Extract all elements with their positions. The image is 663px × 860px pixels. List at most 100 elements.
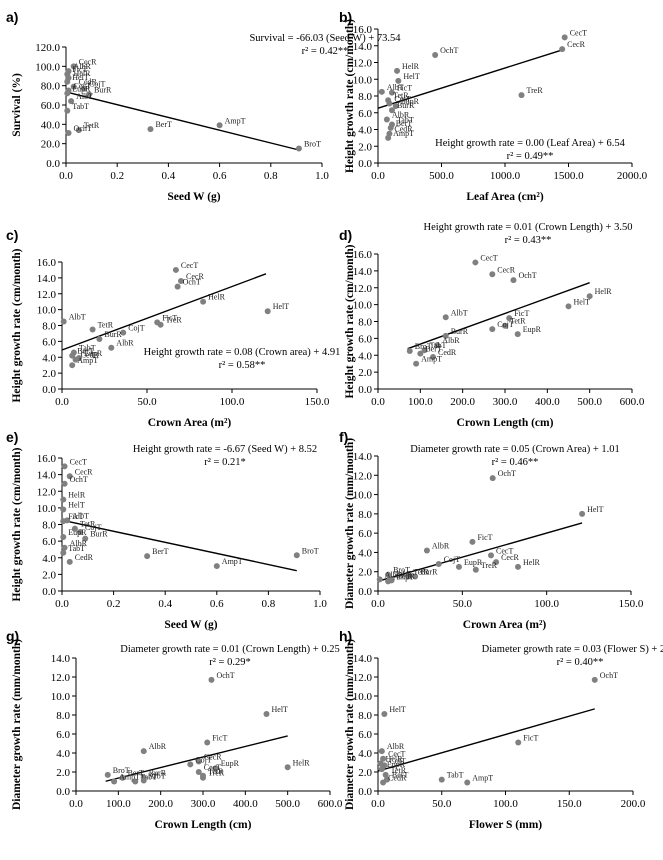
- data-point: [413, 360, 420, 367]
- r-squared-label: r² = 0.58**: [219, 360, 266, 371]
- r-squared-label: r² = 0.29*: [209, 657, 250, 668]
- y-axis-title: Height growth rate (cm/month): [344, 19, 356, 173]
- scatter-panel-8: h) 0.0 2.0 4.0 6.0 8.0 10.0 12.0 14.0 0.0 50.0 100.…: [339, 628, 663, 831]
- x-tick-label: 0.4: [158, 598, 172, 610]
- y-tick-label: 16.0: [353, 249, 373, 261]
- data-point: [172, 266, 179, 273]
- y-tick-label: 12.0: [37, 486, 57, 498]
- data-point: [405, 573, 412, 580]
- y-tick-label: 12.0: [353, 470, 373, 482]
- data-point: [89, 326, 96, 333]
- x-tick-label: 300.0: [191, 798, 216, 810]
- point-label: BurR: [397, 101, 415, 110]
- point-label: OchT: [498, 469, 516, 478]
- data-point: [392, 103, 399, 110]
- x-tick-label: 0.0: [371, 798, 385, 810]
- x-tick-label: 400.0: [233, 798, 258, 810]
- data-point: [212, 765, 219, 772]
- point-label: CojT: [444, 555, 461, 564]
- regression-equation: Height growth rate = -6.67 (Seed W) + 8.…: [133, 444, 317, 455]
- data-point: [394, 67, 401, 74]
- x-tick-label: 100.0: [534, 598, 559, 610]
- trend-line: [377, 48, 564, 109]
- panel-label: d): [339, 227, 352, 243]
- point-label: CedR: [388, 773, 407, 782]
- y-tick-label: 8.0: [358, 710, 372, 722]
- data-point: [80, 85, 87, 92]
- point-label: HelR: [293, 758, 311, 767]
- data-point: [381, 711, 388, 718]
- point-label: AlbR: [149, 742, 167, 751]
- point-label: TetR: [413, 568, 429, 577]
- data-point: [493, 559, 500, 566]
- data-point: [178, 278, 184, 285]
- regression-equation: Height growth rate = 0.08 (Crown area) +…: [144, 347, 341, 358]
- y-axis-title: Height growth rate (cm/month): [344, 244, 356, 398]
- y-tick-label: 14.0: [353, 451, 373, 463]
- point-label: AmpT: [472, 773, 493, 782]
- y-tick-label: 10.0: [353, 490, 373, 502]
- point-label: HelT: [574, 297, 591, 306]
- x-tick-label: 1000.0: [490, 170, 521, 182]
- data-point: [264, 308, 271, 315]
- y-tick-label: 8.0: [42, 520, 56, 532]
- data-point: [380, 755, 387, 762]
- x-tick-label: 0.0: [371, 598, 385, 610]
- data-point: [518, 92, 525, 99]
- x-tick-label: 500.0: [429, 170, 454, 182]
- data-point: [506, 315, 513, 322]
- data-point: [60, 549, 67, 556]
- trend-line: [105, 735, 288, 782]
- y-axis-title: Diameter growth rate (mm/month): [344, 438, 356, 609]
- y-tick-label: 10.0: [51, 691, 71, 703]
- data-point: [579, 510, 586, 517]
- data-point: [174, 283, 181, 290]
- point-label: BurR: [104, 330, 122, 339]
- y-axis-title: Diameter growth rate (mm/month): [344, 639, 356, 810]
- x-tick-label: 50.0: [432, 798, 452, 810]
- point-label: TetR: [391, 766, 407, 775]
- data-point: [144, 553, 151, 560]
- data-point: [60, 496, 67, 503]
- y-tick-label: 12.0: [37, 289, 57, 301]
- y-tick-label: 20.0: [41, 139, 61, 151]
- point-label: BerT: [155, 120, 172, 129]
- point-label: OchT: [70, 475, 88, 484]
- point-label: CecR: [186, 272, 204, 281]
- data-point: [514, 331, 521, 338]
- x-tick-label: 0.6: [213, 170, 227, 182]
- point-label: AmpT: [225, 116, 246, 125]
- point-label: TabT: [79, 343, 96, 352]
- data-point: [263, 711, 270, 718]
- x-tick-label: 0.2: [110, 170, 124, 182]
- data-point: [108, 344, 115, 351]
- point-label: CecT: [70, 457, 87, 466]
- point-label: HelT: [403, 72, 420, 81]
- y-tick-label: 8.0: [56, 710, 70, 722]
- point-label: EupR: [464, 558, 483, 567]
- data-point: [120, 329, 127, 336]
- point-label: CecT: [74, 82, 91, 91]
- y-tick-label: 120.0: [35, 42, 60, 54]
- data-point: [204, 739, 211, 746]
- data-point: [77, 528, 84, 535]
- r-squared-label: r² = 0.46**: [492, 457, 539, 468]
- y-tick-label: 0.0: [42, 586, 56, 598]
- x-tick-label: 1500.0: [553, 170, 584, 182]
- trend-line: [377, 522, 583, 582]
- point-label: AlbT: [451, 308, 468, 317]
- point-label: BroT: [302, 546, 319, 555]
- point-label: AlbT: [149, 772, 166, 781]
- data-point: [591, 676, 598, 683]
- data-point: [388, 107, 395, 114]
- y-tick-label: 2.0: [42, 368, 56, 380]
- x-axis-title: Crown Area (m²): [463, 619, 547, 631]
- point-label: FicT: [212, 734, 227, 743]
- point-label: AlbR: [74, 62, 92, 71]
- data-point: [432, 51, 439, 58]
- data-point: [502, 322, 508, 329]
- point-label: HelT: [68, 501, 85, 510]
- regression-equation: Height growth rate = 0.00 (Leaf Area) + …: [435, 138, 625, 149]
- x-axis-title: Crown Length (cm): [155, 819, 252, 831]
- point-label: HelT: [272, 705, 289, 714]
